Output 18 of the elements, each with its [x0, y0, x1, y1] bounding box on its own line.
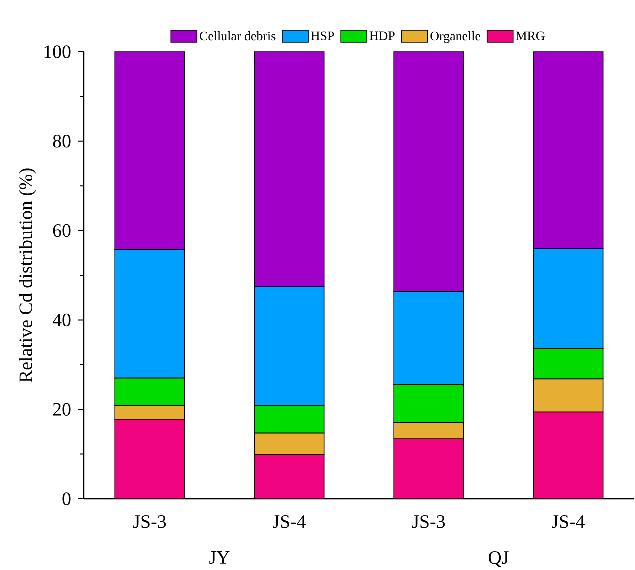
y-tick-label: 60: [53, 224, 71, 238]
y-tick-label: 80: [53, 135, 71, 148]
x-tick-label: JS-3: [134, 516, 166, 528]
legend-label: HDP: [370, 32, 395, 40]
legend-label: MRG: [516, 32, 545, 40]
text: JY: [210, 552, 230, 564]
y-tick-label: 100: [44, 46, 71, 58]
legend-label: Cellular debris: [200, 32, 276, 41]
y-tick-label: 40: [52, 314, 71, 327]
legend-label: Organelle: [430, 32, 481, 44]
text: QJ: [488, 552, 509, 568]
y-axis-title: Relative Cd distribution (%): [19, 168, 36, 382]
x-tick-label: JS-3: [412, 516, 446, 528]
y-tick-label: 20: [53, 403, 71, 416]
y-tick-label: 0: [62, 492, 71, 506]
legend-label: HSP: [311, 32, 334, 40]
x-tick-label: JS-4: [552, 516, 585, 528]
x-tick-label: JS-4: [273, 516, 306, 528]
